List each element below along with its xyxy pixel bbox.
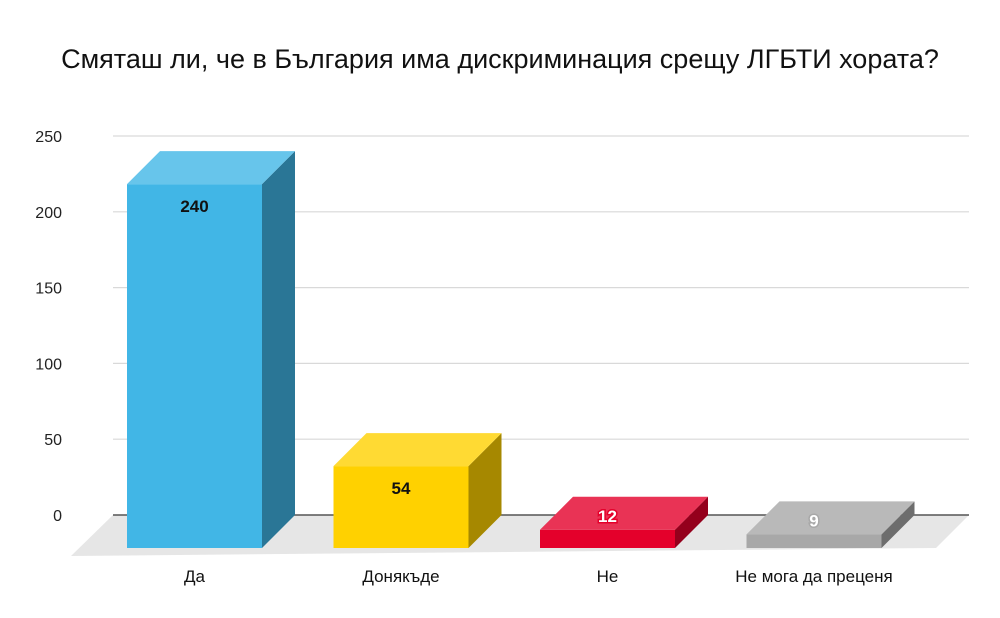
- chart-floor: [71, 515, 969, 556]
- bar-front: [540, 529, 675, 548]
- bar-top: [333, 433, 502, 467]
- bar-front: [746, 534, 882, 548]
- bar-front: [333, 466, 469, 548]
- x-category-label: Донякъде: [362, 567, 439, 586]
- bar-1: [333, 433, 502, 548]
- bar-0: [127, 151, 295, 548]
- y-tick-label: 250: [35, 129, 62, 146]
- chart-title: Смяташ ли, че в България има дискриминац…: [61, 44, 939, 74]
- bar-top: [127, 151, 295, 185]
- bar-side: [468, 433, 502, 548]
- data-label: 240: [180, 197, 208, 216]
- x-category-label: Да: [184, 567, 206, 586]
- y-tick-label: 150: [35, 281, 62, 298]
- y-tick-label: 50: [44, 432, 62, 449]
- bar-side: [675, 496, 708, 548]
- bar-side: [881, 501, 915, 548]
- x-category-label: Не мога да преценя: [735, 567, 892, 586]
- y-tick-label: 200: [35, 205, 62, 222]
- bar-front: [127, 184, 262, 548]
- bar-top: [540, 496, 708, 530]
- x-category-label: Не: [597, 567, 619, 586]
- bar-3: [746, 501, 915, 548]
- bar-top: [746, 501, 915, 535]
- data-label: 54: [392, 479, 411, 498]
- bar-side: [262, 151, 295, 548]
- data-label: 9: [809, 511, 818, 530]
- data-label: 12: [598, 507, 617, 526]
- y-tick-label: 0: [53, 508, 62, 525]
- bar-2: [540, 496, 708, 548]
- y-tick-label: 100: [35, 356, 62, 373]
